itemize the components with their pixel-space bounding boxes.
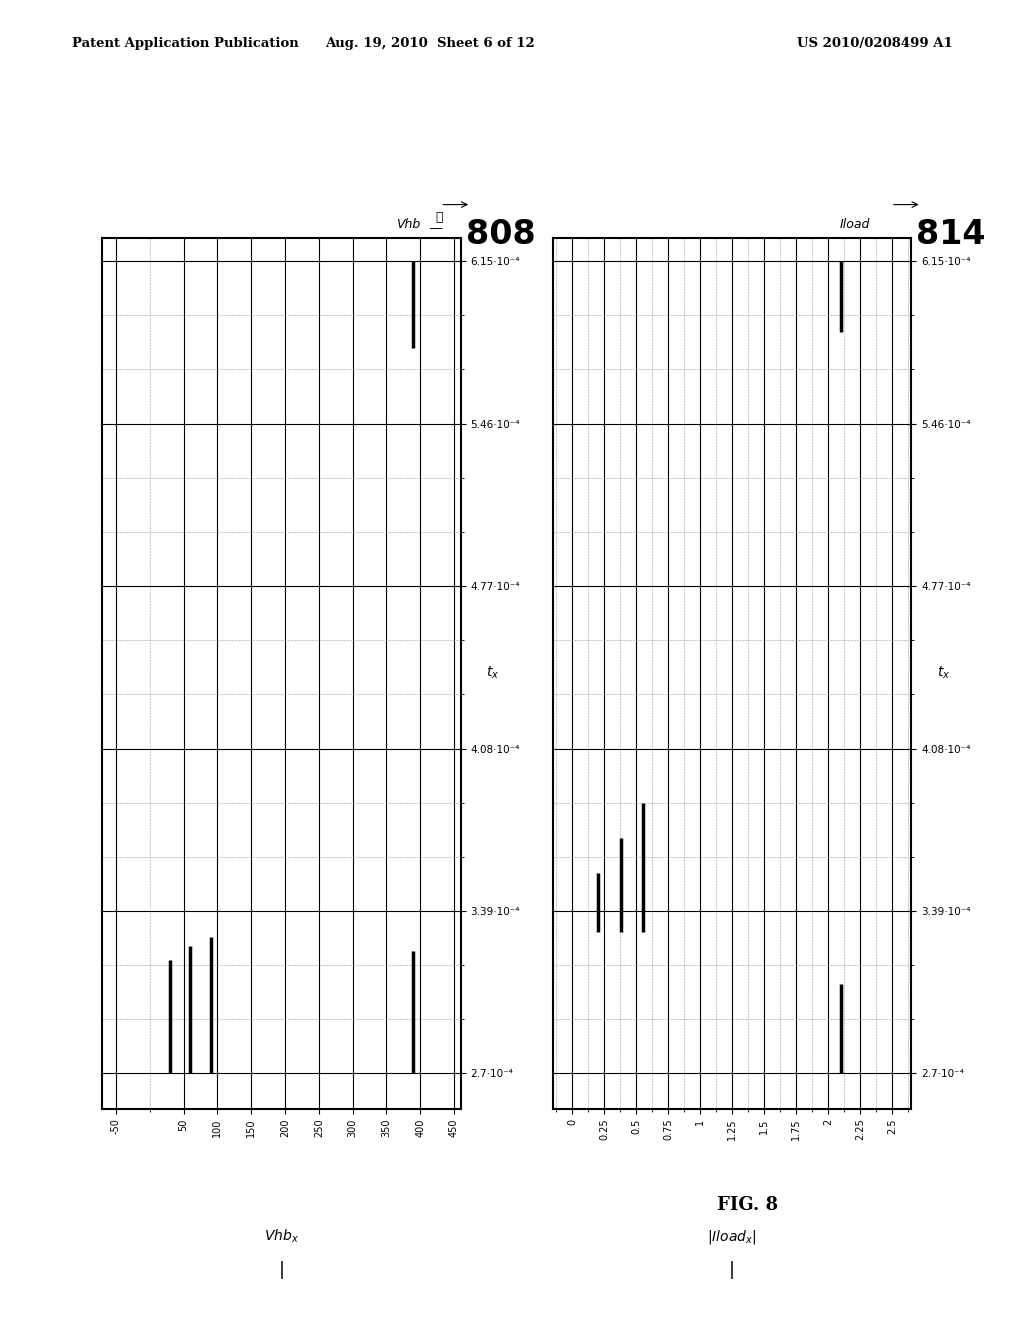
Text: |Iload$_x$|: |Iload$_x$|: [708, 1228, 757, 1246]
Text: Aug. 19, 2010  Sheet 6 of 12: Aug. 19, 2010 Sheet 6 of 12: [326, 37, 535, 50]
Text: FIG. 8: FIG. 8: [717, 1196, 778, 1214]
Text: Iload: Iload: [840, 218, 870, 231]
Text: 814: 814: [916, 218, 986, 251]
Text: US 2010/0208499 A1: US 2010/0208499 A1: [797, 37, 952, 50]
Text: Patent Application Publication: Patent Application Publication: [72, 37, 298, 50]
Text: |: |: [729, 1261, 735, 1279]
Text: |: |: [279, 1261, 285, 1279]
Text: Vhb$_x$: Vhb$_x$: [264, 1228, 299, 1245]
Text: ―: ―: [430, 222, 442, 235]
Text: ⦅: ⦅: [435, 211, 442, 224]
Text: $t_x$: $t_x$: [937, 665, 950, 681]
Text: $t_x$: $t_x$: [486, 665, 500, 681]
Text: Vhb: Vhb: [395, 218, 420, 231]
Text: 808: 808: [466, 218, 536, 251]
